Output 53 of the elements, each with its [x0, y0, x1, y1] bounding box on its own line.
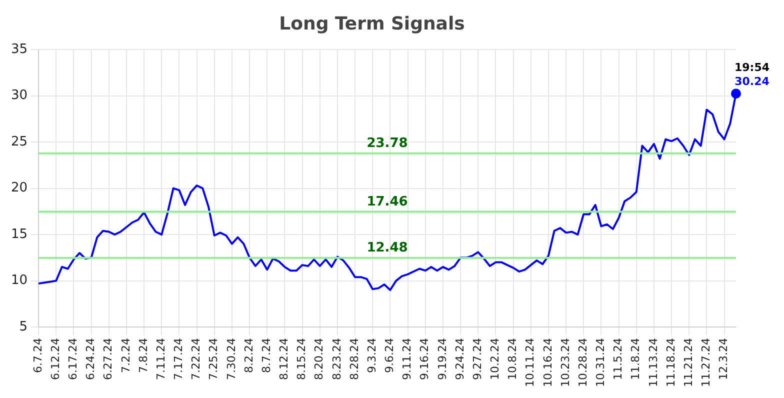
x-tick-label: 7.2.24 [119, 338, 132, 374]
x-tick-label: 10.8.24 [506, 338, 520, 380]
x-tick-label: 11.27.24 [700, 338, 713, 387]
x-tick-label: 7.11.24 [154, 338, 168, 380]
x-tick-label: 8.2.24 [242, 338, 256, 374]
x-tick-label: 10.23.24 [558, 338, 572, 387]
x-tick-label: 9.3.24 [365, 338, 378, 374]
x-tick-label: 9.27.24 [470, 338, 484, 380]
x-tick-label: 6.7.24 [31, 338, 44, 374]
x-tick-label: 8.7.24 [260, 338, 273, 374]
data-label: 30.24 [734, 74, 770, 88]
annotation: 19:54 [734, 60, 770, 74]
x-tick-label: 6.24.24 [84, 338, 98, 380]
x-tick-label: 11.18.24 [664, 338, 678, 387]
x-tick-label: 7.25.24 [207, 338, 220, 380]
x-tick-label: 6.27.24 [102, 338, 115, 380]
x-tick-label: 11.21.24 [682, 338, 695, 387]
x-tick-label: 9.6.24 [383, 338, 396, 374]
x-tick-label: 7.30.24 [224, 338, 238, 380]
x-tick-label: 7.8.24 [136, 338, 150, 374]
x-tick-label: 10.16.24 [541, 338, 554, 387]
x-tick-label: 9.24.24 [453, 338, 466, 380]
x-tick-label: 7.22.24 [190, 338, 203, 380]
y-tick-label: 35 [10, 42, 28, 57]
x-tick-label: 8.20.24 [312, 338, 326, 380]
x-tick-label: 8.23.24 [330, 338, 344, 380]
x-tick-label: 10.2.24 [488, 338, 502, 380]
chart-title: Long Term Signals [279, 13, 465, 34]
x-tick-label: 6.12.24 [48, 338, 62, 380]
x-tick-label: 9.19.24 [436, 338, 449, 380]
x-tick-label: 11.8.24 [629, 338, 642, 380]
ref-line-label: 12.48 [366, 240, 408, 256]
x-tick-label: 8.15.24 [295, 338, 308, 380]
x-tick-label: 10.28.24 [576, 338, 590, 387]
y-tick-label: 30 [10, 88, 28, 104]
y-tick-label: 20 [10, 180, 28, 196]
x-tick-label: 8.12.24 [278, 338, 291, 380]
x-tick-label: 8.28.24 [348, 338, 361, 380]
x-tick-label: 7.17.24 [172, 338, 186, 380]
x-tick-label: 9.11.24 [400, 338, 414, 380]
x-tick-label: 11.5.24 [612, 338, 625, 380]
ref-line-label: 23.78 [366, 136, 408, 152]
y-tick-label: 25 [10, 134, 28, 150]
x-tick-label: 9.16.24 [418, 338, 432, 380]
y-tick-label: 5 [19, 319, 28, 334]
x-tick-label: 11.13.24 [646, 338, 660, 387]
ref-line-label: 17.46 [366, 194, 408, 210]
x-tick-label: 6.17.24 [66, 338, 80, 380]
y-tick-label: 15 [10, 226, 28, 242]
x-tick-label: 12.3.24 [717, 338, 730, 380]
y-tick-label: 10 [10, 273, 28, 288]
x-tick-label: 10.31.24 [594, 338, 608, 387]
x-tick-label: 10.11.24 [524, 338, 537, 387]
